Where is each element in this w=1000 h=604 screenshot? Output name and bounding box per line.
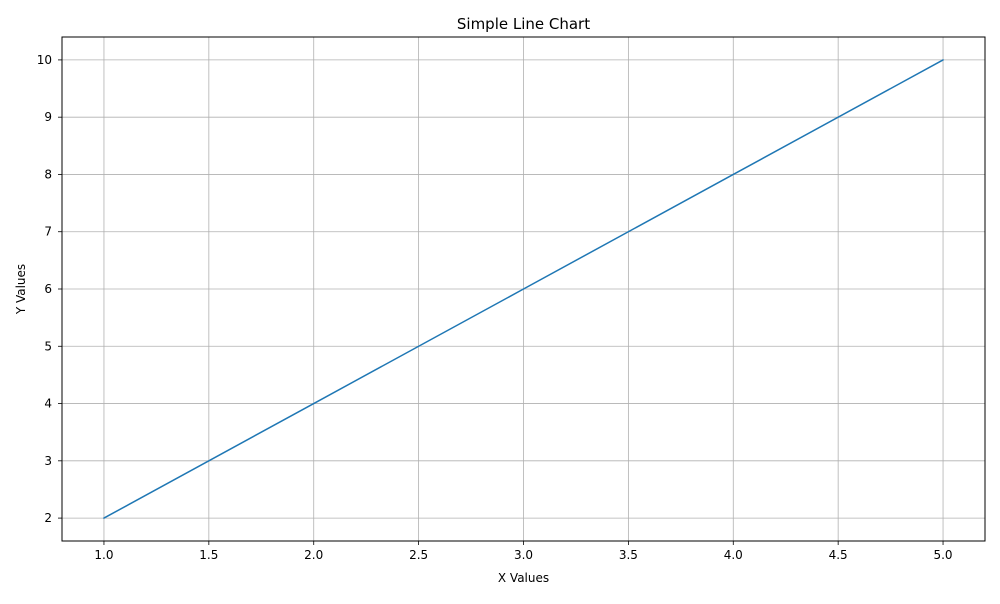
y-axis-label: Y Values: [14, 264, 28, 315]
x-tick-label: 4.5: [829, 548, 848, 562]
y-tick-label: 2: [44, 511, 52, 525]
y-tick-label: 10: [37, 53, 52, 67]
x-tick-label: 1.0: [94, 548, 113, 562]
x-tick-label: 2.0: [304, 548, 323, 562]
series-layer: [103, 59, 944, 519]
y-tick-label: 6: [44, 282, 52, 296]
y-tick-label: 4: [44, 397, 52, 411]
x-tick-label: 3.0: [514, 548, 533, 562]
y-tick-label: 7: [44, 225, 52, 239]
data-point: [103, 517, 105, 519]
x-tick-label: 3.5: [619, 548, 638, 562]
data-point: [523, 288, 525, 290]
data-point: [313, 403, 315, 405]
y-tick-label: 8: [44, 167, 52, 181]
x-tick-label: 4.0: [724, 548, 743, 562]
y-tick-label: 9: [44, 110, 52, 124]
y-tick-label: 5: [44, 339, 52, 353]
x-tick-label: 1.5: [199, 548, 218, 562]
x-axis: 1.0 1.5 2.0 2.5 3.0 3.5 4.0 4.5 5.0: [94, 541, 953, 562]
series-line: [103, 59, 944, 519]
x-tick-label: 2.5: [409, 548, 428, 562]
x-tick-label: 5.0: [933, 548, 952, 562]
data-point: [732, 173, 734, 175]
data-point: [942, 59, 944, 61]
chart-title: Simple Line Chart: [457, 15, 590, 33]
x-axis-label: X Values: [498, 571, 549, 585]
y-tick-label: 3: [44, 454, 52, 468]
y-axis: 2 3 4 5 6 7 8 9 10: [37, 53, 62, 525]
